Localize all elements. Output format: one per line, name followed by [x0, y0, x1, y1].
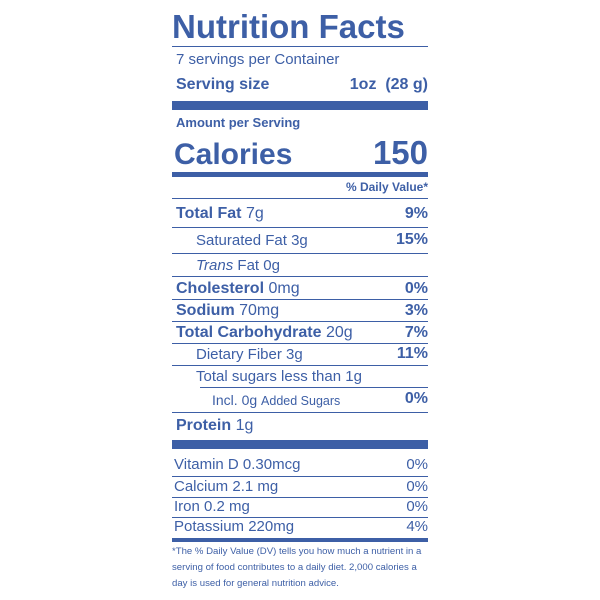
added-sugars-dv: 0%: [404, 390, 428, 407]
trans-fat-rest: Fat 0g: [233, 257, 280, 274]
added-sugars-suffix: Added Sugars: [261, 394, 341, 408]
row-divider: [172, 253, 428, 254]
trans-fat-row: Trans Fat 0g: [196, 258, 280, 273]
sodium-row: Sodium 70mg: [176, 303, 279, 319]
serving-size-label: Serving size: [176, 76, 270, 93]
total-fat-label: Total Fat: [176, 205, 242, 222]
row-divider: [172, 476, 428, 477]
calcium-label: Calcium: [174, 478, 229, 495]
calories-label: Calories: [174, 138, 293, 171]
title-divider: [172, 46, 428, 47]
serving-thick-divider: [172, 101, 428, 110]
potassium-row: Potassium 220mg: [174, 519, 294, 534]
added-sugars-row: Incl. 0g Added Sugars: [212, 393, 340, 408]
cholesterol-row: Cholesterol 0mg: [176, 281, 300, 297]
row-divider: [172, 227, 428, 228]
potassium-label: Potassium: [174, 518, 245, 535]
vitamin-d-dv: 0%: [406, 456, 428, 473]
servings-per-container: 7 servings per Container: [176, 51, 340, 68]
total-carbohydrate-amount: 20g: [325, 324, 353, 341]
row-divider: [172, 412, 428, 413]
nutrition-facts-label: Nutrition Facts 7 servings per Container…: [172, 0, 428, 600]
vitamin-d-amount: 0.30mcg: [242, 456, 301, 473]
sodium-dv: 3%: [404, 302, 428, 319]
calcium-amount: 2.1 mg: [232, 478, 279, 495]
cholesterol-label: Cholesterol: [176, 280, 265, 297]
row-divider: [172, 299, 428, 300]
iron-label: Iron: [174, 498, 200, 515]
potassium-dv: 4%: [406, 518, 428, 535]
sodium-label: Sodium: [176, 302, 235, 319]
row-divider: [172, 497, 428, 498]
total-fat-dv: 9%: [404, 205, 428, 222]
vitamin-d-row: Vitamin D 0.30mcg: [174, 457, 300, 472]
sodium-amount: 70mg: [239, 302, 280, 319]
cholesterol-dv: 0%: [404, 280, 428, 297]
added-sugars-prefix: Incl.: [212, 392, 238, 408]
footnote-divider: [172, 538, 428, 542]
dietary-fiber-dv: 11%: [396, 345, 428, 362]
cholesterol-amount: 0mg: [268, 280, 300, 297]
iron-dv: 0%: [406, 498, 428, 515]
protein-amount: 1g: [235, 417, 254, 434]
dietary-fiber-label: Dietary Fiber: [196, 346, 282, 363]
amount-per-serving: Amount per Serving: [176, 115, 301, 130]
dietary-fiber-row: Dietary Fiber 3g: [196, 347, 303, 362]
daily-value-header: % Daily Value*: [345, 180, 428, 194]
dv-divider: [172, 198, 428, 199]
total-sugars-row: Total sugars less than 1g: [196, 368, 362, 385]
saturated-fat-amount: 3g: [291, 232, 308, 249]
iron-amount: 0.2 mg: [204, 498, 250, 515]
added-sugars-amount: 0g: [241, 392, 258, 408]
total-fat-row: Total Fat 7g: [176, 206, 264, 222]
calcium-row: Calcium 2.1 mg: [174, 479, 278, 494]
serving-size-value: 1oz (28 g): [349, 76, 428, 93]
trans-fat-prefix: Trans: [196, 257, 234, 274]
row-divider: [172, 365, 428, 366]
label-title: Nutrition Facts: [172, 8, 405, 45]
total-carbohydrate-label: Total Carbohydrate: [176, 324, 322, 341]
calories-divider: [172, 172, 428, 177]
row-divider: [200, 387, 428, 388]
row-divider: [172, 276, 428, 277]
total-carbohydrate-dv: 7%: [404, 324, 428, 341]
total-fat-amount: 7g: [245, 205, 264, 222]
row-divider: [172, 321, 428, 322]
protein-thick-divider: [172, 440, 428, 449]
row-divider: [172, 517, 428, 518]
vitamin-d-label: Vitamin D: [174, 456, 239, 473]
saturated-fat-row: Saturated Fat 3g: [196, 233, 308, 248]
saturated-fat-label: Saturated Fat: [196, 232, 287, 249]
daily-value-footnote: *The % Daily Value (DV) tells you how mu…: [172, 546, 422, 589]
protein-row: Protein 1g: [176, 418, 253, 434]
dietary-fiber-amount: 3g: [286, 346, 303, 363]
calories-value: 150: [372, 134, 428, 171]
iron-row: Iron 0.2 mg: [174, 499, 250, 514]
row-divider: [172, 343, 428, 344]
potassium-amount: 220mg: [248, 518, 295, 535]
calcium-dv: 0%: [406, 478, 428, 495]
saturated-fat-dv: 15%: [395, 231, 428, 248]
total-carbohydrate-row: Total Carbohydrate 20g: [176, 325, 353, 341]
protein-label: Protein: [176, 417, 232, 434]
